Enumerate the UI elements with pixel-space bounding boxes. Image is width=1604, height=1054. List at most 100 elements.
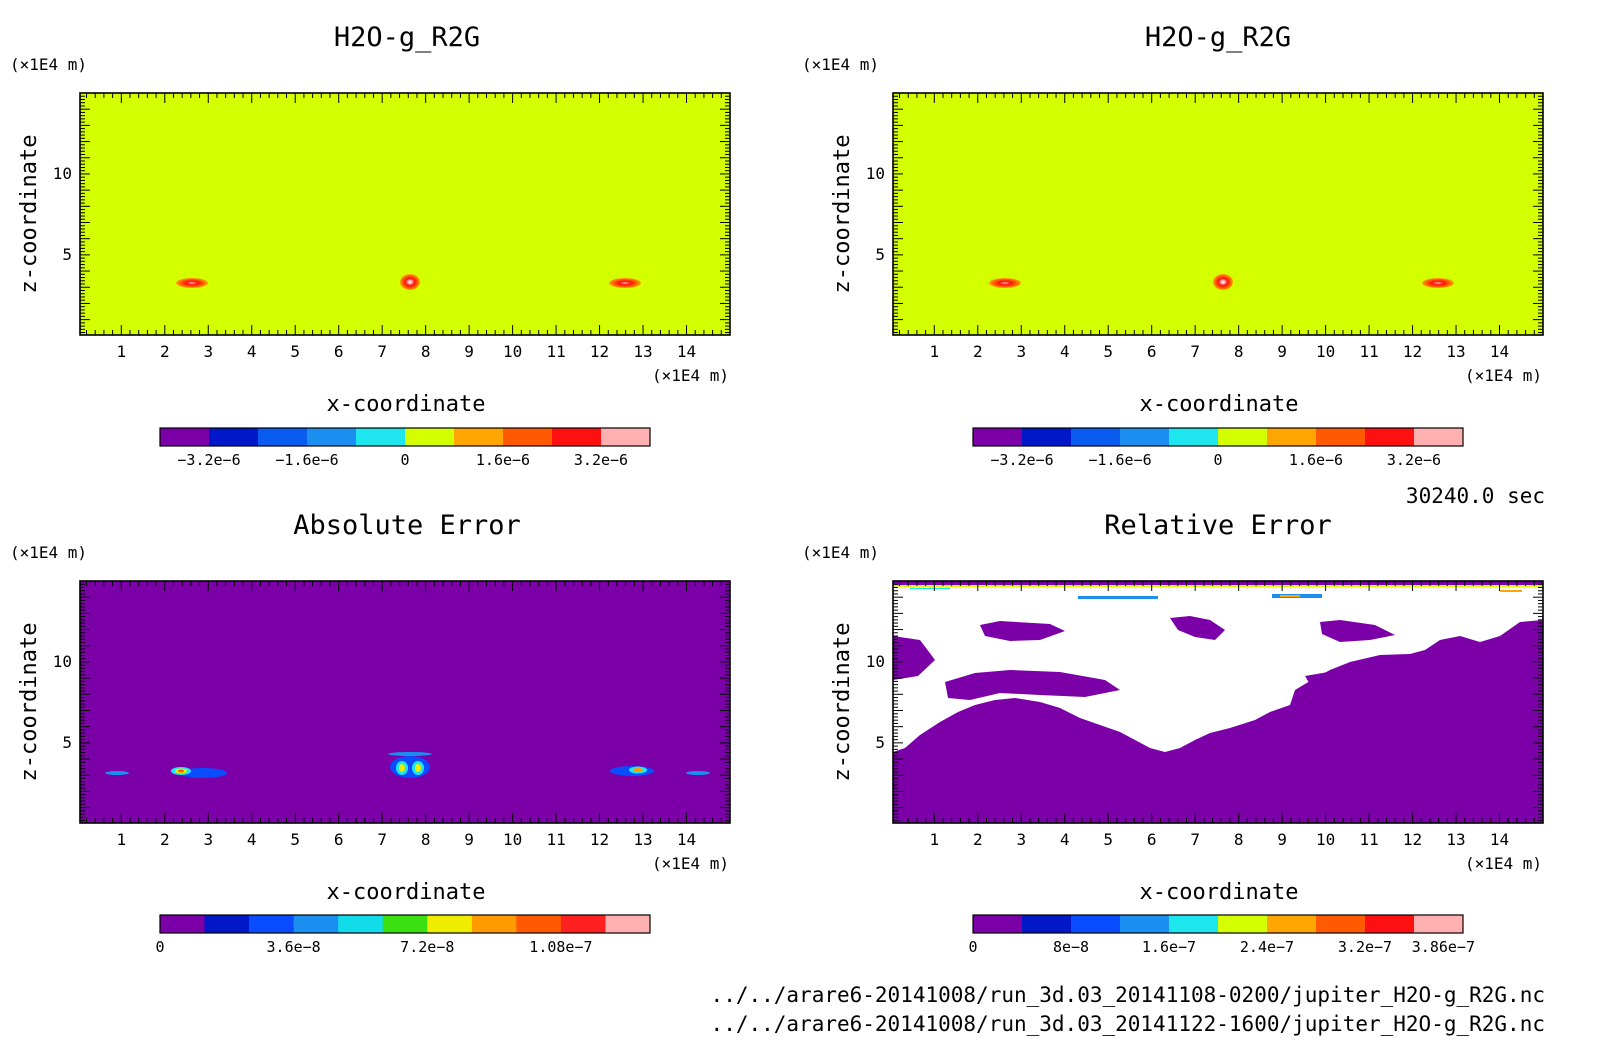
x-tick-label: 1 (929, 830, 939, 849)
colorbar-label: 3.2e−6 (574, 451, 628, 469)
colorbar-swatch (249, 915, 295, 933)
colorbar-swatch (1022, 428, 1072, 446)
y-unit-label: (×1E4 m) (802, 55, 879, 74)
plot-frame (79, 92, 731, 336)
field-plot-area (893, 93, 1543, 335)
colorbar-swatch (552, 428, 602, 446)
colorbar-swatch (1169, 428, 1219, 446)
colorbar-swatch (1316, 428, 1366, 446)
colorbar-swatch (1169, 915, 1219, 933)
x-tick-label: 12 (590, 830, 609, 849)
x-tick-label: 11 (546, 342, 565, 361)
panel-top-left: H2O-g_R2G (×1E4 m) 1 2 3 4 5 6 7 8 9 10 11 12 13 1451… (10, 22, 731, 469)
file-path-2: ../../arare6-20141008/run_3d.03_20141122… (711, 1012, 1545, 1036)
x-axis-label: x-coordinate (1140, 880, 1299, 905)
time-label: 30240.0 sec (1406, 484, 1545, 508)
colorbar-swatch (503, 428, 553, 446)
field-plot-area (80, 581, 730, 823)
feature-blob (399, 764, 405, 772)
colorbar-label: 8e−8 (1053, 938, 1089, 956)
y-unit-label: (×1E4 m) (802, 543, 879, 562)
x-tick-label: 11 (1359, 830, 1378, 849)
colorbar-swatch (1218, 915, 1268, 933)
colorbar: 0 3.6e−8 7.2e−8 1.08e−7 (155, 914, 651, 956)
colorbar-swatch (1267, 915, 1317, 933)
x-tick-label: 7 (377, 830, 387, 849)
colorbar-swatch (1218, 428, 1268, 446)
feature-blob (1213, 274, 1233, 290)
feature-blob (400, 274, 420, 290)
feature-blob (1422, 278, 1454, 288)
y-unit-label: (×1E4 m) (10, 55, 87, 74)
x-tick-label: 9 (1277, 830, 1287, 849)
y-unit-label: (×1E4 m) (10, 543, 87, 562)
x-tick-label: 9 (1277, 342, 1287, 361)
colorbar-label: 0 (155, 938, 164, 956)
colorbar: 0 8e−8 1.6e−7 2.4e−7 3.2e−7 3.86e−7 (968, 914, 1475, 956)
x-tick-label: 8 (421, 830, 431, 849)
x-tick-label: 5 (1103, 342, 1113, 361)
colorbar-swatch (356, 428, 406, 446)
plot-title: H2O-g_R2G (1145, 22, 1291, 53)
colorbar-label: 0 (400, 451, 409, 469)
colorbar-label: 1.08e−7 (529, 938, 592, 956)
colorbar-swatch (1120, 915, 1170, 933)
colorbar-label: 1.6e−6 (1289, 451, 1343, 469)
feature-blob (179, 768, 227, 778)
panel-top-right: H2O-g_R2G (×1E4 m) 1 2 3 4 5 6 7 8 9 10 11 12 13 1451… (802, 22, 1544, 469)
x-tick-label: 6 (1147, 830, 1157, 849)
x-tick-label: 4 (1060, 342, 1070, 361)
x-tick-label: 6 (334, 830, 344, 849)
colorbar-swatch (160, 428, 210, 446)
colorbar-label: 1.6e−7 (1142, 938, 1196, 956)
x-tick-label: 3 (1016, 830, 1026, 849)
feature-blob (178, 769, 184, 773)
x-unit-label: (×1E4 m) (652, 366, 729, 385)
x-tick-label: 5 (290, 342, 300, 361)
colorbar-swatch (1267, 428, 1317, 446)
x-unit-label: (×1E4 m) (652, 854, 729, 873)
x-tick-label: 14 (1490, 830, 1509, 849)
colorbar-label: 2.4e−7 (1240, 938, 1294, 956)
x-tick-label: 1 (116, 342, 126, 361)
x-tick-label: 13 (633, 830, 652, 849)
x-axis-label: x-coordinate (327, 880, 486, 905)
y-axis-label: z-coordinate (17, 623, 42, 782)
x-tick-label: 2 (973, 830, 983, 849)
colorbar-label: 3.2e−6 (1387, 451, 1441, 469)
x-tick-label: 3 (203, 830, 213, 849)
colorbar-swatch (1365, 428, 1415, 446)
colorbar-swatch (560, 915, 606, 933)
x-tick-label: 10 (1316, 342, 1335, 361)
colorbar-label: −3.2e−6 (177, 451, 240, 469)
feature-blob (390, 756, 430, 778)
colorbar-swatch (293, 915, 339, 933)
x-tick-label: 7 (1190, 830, 1200, 849)
feature-blob (105, 771, 129, 775)
x-tick-label: 2 (973, 342, 983, 361)
colorbar-label: −1.6e−6 (275, 451, 338, 469)
colorbar-frame (159, 914, 651, 934)
x-tick-label: 9 (464, 342, 474, 361)
undefined-regions (893, 585, 1543, 752)
colorbar: −3.2e−6 −1.6e−6 0 1.6e−6 3.2e−6 (159, 427, 651, 469)
colorbar-swatch (1071, 428, 1121, 446)
colorbar-frame (972, 914, 1464, 934)
colorbar: −3.2e−6 −1.6e−6 0 1.6e−6 3.2e−6 (972, 427, 1464, 469)
plot-frame (892, 92, 1544, 336)
x-tick-label: 3 (203, 342, 213, 361)
colorbar-swatch (973, 428, 1023, 446)
plot-title: Absolute Error (293, 510, 521, 541)
x-axis-label: x-coordinate (327, 392, 486, 417)
y-tick-label: 10 (866, 164, 885, 183)
colorbar-swatch (405, 428, 455, 446)
plot-title: H2O-g_R2G (334, 22, 480, 53)
x-tick-label: 10 (1316, 830, 1335, 849)
colorbar-frame (972, 427, 1464, 447)
colorbar-swatch (258, 428, 308, 446)
colorbar-label: 3.2e−7 (1338, 938, 1392, 956)
